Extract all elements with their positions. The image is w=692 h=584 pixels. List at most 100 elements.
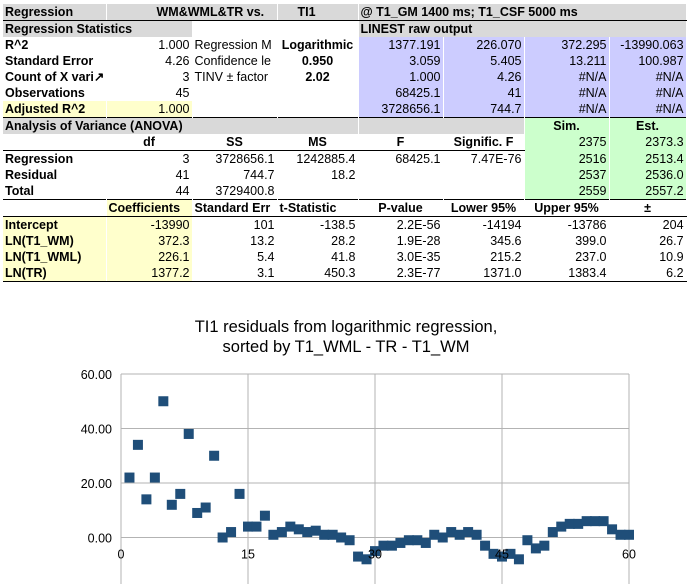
chart-title-line1: TI1 residuals from logarithmic regressio… [194,318,498,336]
data-point [344,535,355,546]
linest-cell: 41 [443,85,525,101]
anova-cell: 7.47E-76 [443,150,525,167]
stat-value: 3 [106,69,193,85]
linest-cell: 68425.1 [358,85,444,101]
data-point [141,494,152,505]
anova-cell: 41 [106,167,193,183]
sim-cell: 2516 [524,150,610,167]
setting-value[interactable]: Logarithmic [277,37,359,53]
anova-cell [443,167,525,183]
est-cell: 2536.0 [609,167,687,183]
stat-label: Count of X vari↗ [3,69,107,85]
anova-cell [358,183,444,200]
linest-cell: #N/A [524,69,610,85]
coef-cell: -13786 [524,216,610,233]
data-point [497,551,507,562]
anova-cell [277,183,359,200]
est-cell: 2513.4 [609,150,687,167]
data-point [607,524,618,535]
data-point [226,527,237,538]
linest-cell: 3728656.1 [358,101,444,118]
anova-cell: 744.7 [192,167,278,183]
data-point [513,554,524,565]
coef-cell: 1377.2 [106,265,193,282]
sim-cell: 2375 [524,134,610,151]
coef-row-label: LN(TR) [3,265,107,282]
blank-cell [192,101,278,118]
data-point [488,548,499,559]
data-point [209,450,220,461]
data-point [361,554,372,565]
linest-cell: #N/A [524,85,610,101]
data-point [336,532,347,543]
data-point [564,518,575,529]
blank-cell [358,117,525,134]
chart-title-line2: sorted by T1_WML - TR - T1_WM [222,338,470,356]
coef-cell: 204 [609,216,687,233]
stat-value: 1.000 [106,37,193,53]
data-point [319,529,330,540]
data-point [624,529,634,540]
data-point [175,488,186,499]
anova-header-ss: SS [192,134,278,151]
data-point [124,472,135,483]
data-point [259,510,270,521]
setting-label: TINV ± factor [192,69,278,85]
anova-header-f: F [358,134,444,151]
linest-cell: #N/A [609,69,687,85]
linest-cell: #N/A [609,101,687,118]
y-tick-label: 0.00 [88,532,112,546]
setting-label: Regression M [192,37,278,53]
data-point [403,535,414,546]
data-point [463,527,474,538]
data-point [420,537,431,548]
coef-cell: 28.2 [277,233,359,249]
x-tick-label: 0 [118,548,125,562]
data-point [437,532,448,543]
blank-cell [3,199,107,217]
data-point [598,516,609,527]
anova-header-df: df [106,134,193,151]
data-point [200,502,211,513]
setting-value[interactable]: 0.950 [277,53,359,69]
data-point [412,535,423,546]
coef-cell: -13990 [106,216,193,233]
x-tick-label: 60 [622,548,636,562]
data-point [268,529,279,540]
stat-value: 4.26 [106,53,193,69]
spreadsheet: Regression WM&WML&TR vs. TI1 @ T1_GM 140… [3,4,687,282]
stat-label: Observations [3,85,107,101]
data-point [217,532,228,543]
data-point [293,524,304,535]
data-point [370,546,380,557]
anova-cell: 3 [106,150,193,167]
linest-cell: #N/A [524,101,610,118]
blank-cell [277,85,359,101]
data-point [590,516,601,527]
linest-cell: 13.211 [524,53,610,69]
linest-title: LINEST raw output [358,20,687,37]
coef-cell: 372.3 [106,233,193,249]
coef-cell: 3.0E-35 [358,249,444,265]
header-title: Regression [3,4,107,21]
sim-cell: 2537 [524,167,610,183]
linest-cell: 372.295 [524,37,610,53]
anova-cell: 68425.1 [358,150,444,167]
anova-title: Analysis of Variance (ANOVA) [3,117,359,134]
data-point [505,548,516,559]
coef-cell: -14194 [443,216,525,233]
data-point [276,527,287,538]
coef-row-label: Intercept [3,216,107,233]
data-point [395,537,406,548]
coef-header: ± [609,199,687,217]
data-point [615,529,626,540]
coef-cell: 3.1 [192,265,278,282]
linest-cell: 4.26 [443,69,525,85]
data-point [556,521,567,532]
data-point [378,540,389,551]
coef-cell: 2.2E-56 [358,216,444,233]
x-tick-label: 45 [495,548,509,562]
blank-cell [277,101,359,118]
anova-row-label: Total [3,183,107,200]
